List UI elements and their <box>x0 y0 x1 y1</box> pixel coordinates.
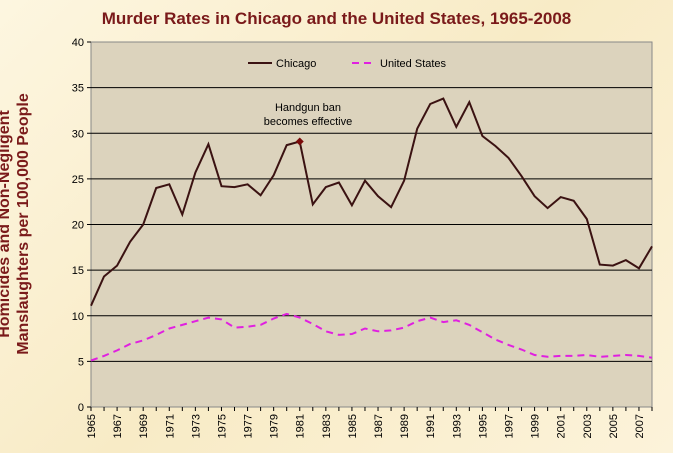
x-tick-label: 1971 <box>164 414 176 438</box>
x-tick-label: 1967 <box>112 414 124 438</box>
gridlines <box>91 87 652 362</box>
annotation-marker <box>295 137 304 146</box>
series-line-united-states <box>90 312 653 362</box>
legend-label-united-states: United States <box>380 58 447 70</box>
y-tick-label: 20 <box>72 220 84 232</box>
x-tick-label: 1979 <box>269 414 281 438</box>
y-axis-ticks: 0 5 10 15 20 25 30 35 40 <box>72 37 91 414</box>
annotation-line1: Handgun ban <box>275 102 341 114</box>
x-tick-label: 2005 <box>608 414 620 438</box>
x-tick-label: 1993 <box>451 414 463 438</box>
y-tick-label: 25 <box>72 174 84 186</box>
annotation: Handgun ban becomes effective <box>264 102 352 146</box>
annotation-line2: becomes effective <box>264 116 352 128</box>
x-tick-label: 1995 <box>477 414 489 438</box>
y-tick-label: 15 <box>72 265 84 277</box>
series-line-chicago <box>90 97 653 307</box>
x-tick-label: 1985 <box>347 414 359 438</box>
y-tick-label: 0 <box>78 402 84 414</box>
y-tick-label: 40 <box>72 37 84 49</box>
x-tick-label: 1975 <box>216 414 228 438</box>
x-tick-label: 1983 <box>321 414 333 438</box>
y-tick-label: 10 <box>72 311 84 323</box>
x-tick-label: 1991 <box>425 414 437 438</box>
x-tick-label: 2007 <box>634 414 646 438</box>
y-tick-label: 30 <box>72 128 84 140</box>
x-tick-label: 1987 <box>373 414 385 438</box>
x-tick-label: 2003 <box>582 414 594 438</box>
y-tick-label: 5 <box>78 356 84 368</box>
x-tick-label: 1997 <box>503 414 515 438</box>
x-tick-label: 1989 <box>399 414 411 438</box>
x-tick-label: 1973 <box>190 414 202 438</box>
y-tick-label: 35 <box>72 83 84 95</box>
legend: Chicago United States <box>248 58 447 70</box>
x-tick-label: 1969 <box>138 414 150 438</box>
x-tick-label: 1977 <box>243 414 255 438</box>
x-tick-label: 2001 <box>556 414 568 438</box>
x-tick-label: 1981 <box>295 414 307 438</box>
chart-title: Murder Rates in Chicago and the United S… <box>101 9 572 28</box>
x-tick-label: 1999 <box>530 414 542 438</box>
series-group <box>90 97 653 362</box>
legend-label-chicago: Chicago <box>276 58 316 70</box>
x-tick-label: 1965 <box>86 414 98 438</box>
x-axis-ticks: 1965 1967 1969 1971 1973 1975 1977 1979 1981 1983… <box>86 407 653 438</box>
